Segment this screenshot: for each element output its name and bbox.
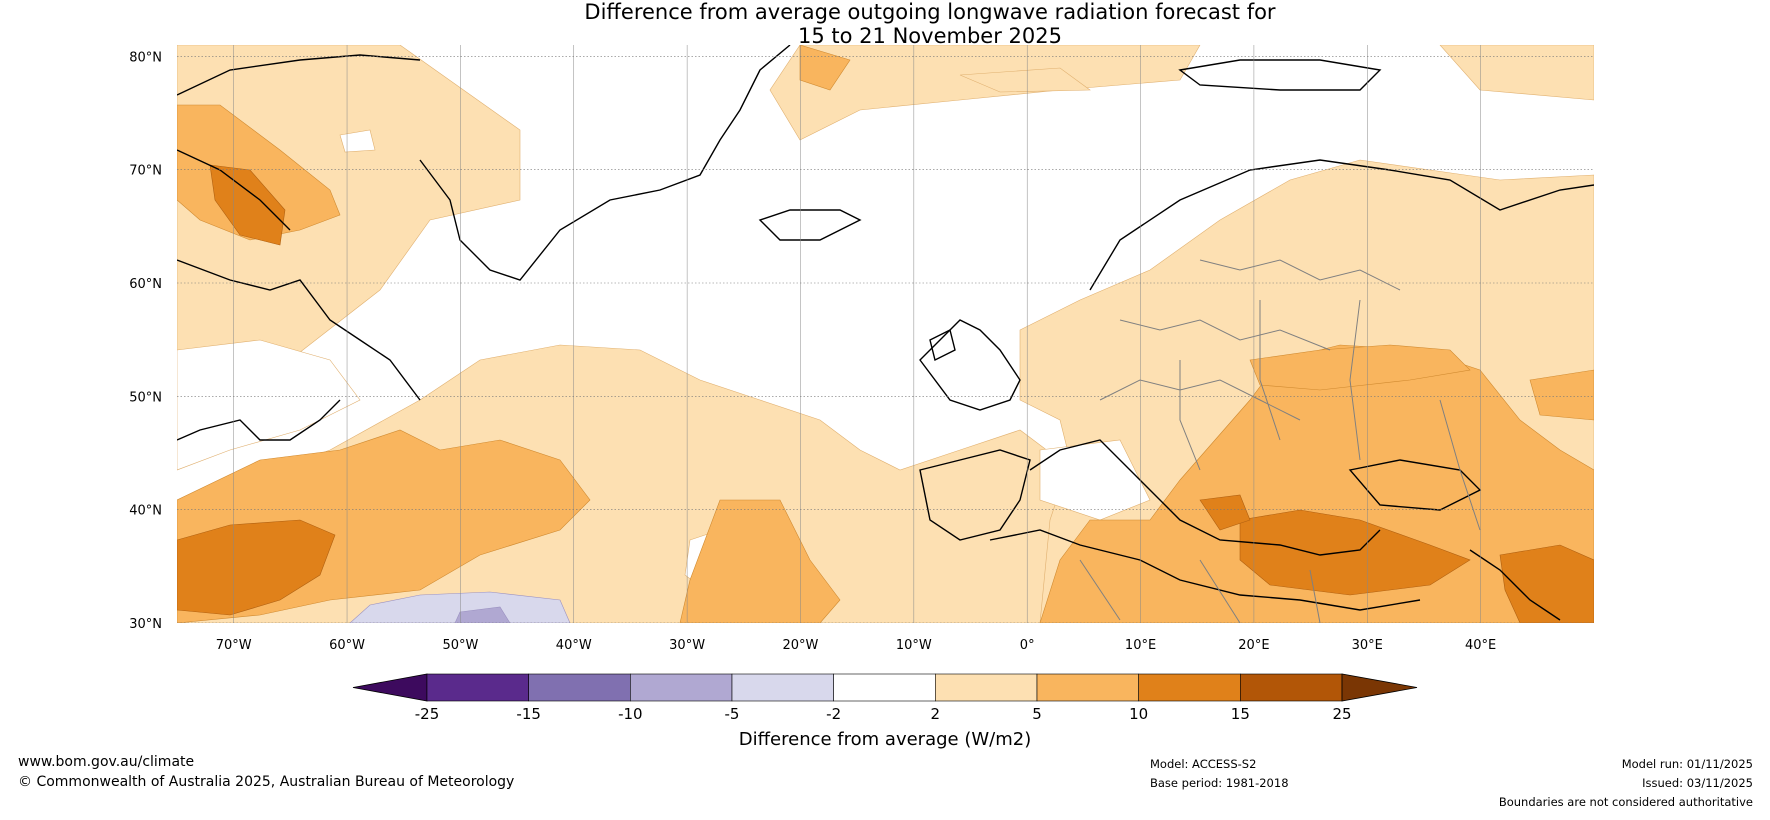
latitude-label: 50°N [129,390,162,405]
title-line-2: 15 to 21 November 2025 [798,24,1062,48]
anomaly-10-15-shading [177,164,1594,623]
colorbar-tick-label: 2 [931,705,941,723]
map-title: Difference from average outgoing longwav… [0,0,1770,48]
colorbar-segment [1138,673,1241,702]
title-line-1: Difference from average outgoing longwav… [584,0,1276,24]
footer-model: Model: ACCESS-S2 [1150,757,1257,771]
colorbar-extend-high [1341,673,1418,702]
colorbar-label: Difference from average (W/m2) [739,729,1031,750]
colorbar-tick-label: -2 [826,705,841,723]
longitude-label: 50°W [442,638,478,653]
colorbar-tick-label: 25 [1332,705,1351,723]
longitude-label: 10°E [1125,638,1156,653]
graticule [177,45,1594,623]
colorbar-extend-low [352,673,428,702]
latitude-label: 40°N [129,504,162,519]
longitude-label: 40°W [556,638,592,653]
longitude-label: 60°W [329,638,365,653]
map-area [177,45,1594,623]
colorbar-segment [1036,673,1139,702]
colorbar: -25 -15 -10 -5 -2 2 5 10 15 25 [352,673,1418,723]
footer-copyright: © Commonwealth of Australia 2025, Austra… [18,774,515,790]
footer-disclaimer: Boundaries are not considered authoritat… [1498,795,1753,809]
colorbar-tick-label: 10 [1129,705,1148,723]
colorbar-tick-label: -25 [415,705,440,723]
footer-issued: Issued: 03/11/2025 [1642,776,1753,790]
longitude-label: 10°W [896,638,932,653]
latitude-label: 30°N [129,617,162,632]
longitude-label: 70°W [216,638,252,653]
colorbar-tick-label: -15 [516,705,541,723]
negative-anomaly-shading [349,591,571,623]
latitude-label: 80°N [129,50,162,65]
latitude-label: 60°N [129,277,162,292]
colorbar-segment [426,673,529,702]
footer-model-run: Model run: 01/11/2025 [1621,757,1753,771]
colorbar-tick-label: 15 [1231,705,1250,723]
colorbar-tick-label: 5 [1032,705,1042,723]
latitude-label: 70°N [129,164,162,179]
latitude-labels: 80°N 70°N 60°N 50°N 40°N 30°N [129,50,162,632]
colorbar-segment [731,673,834,702]
longitude-label: 20°E [1238,638,1269,653]
longitude-label: 0° [1020,638,1035,653]
footer-website: www.bom.gov.au/climate [18,754,195,770]
longitude-label: 30°W [669,638,705,653]
country-borders [1079,259,1481,623]
longitude-labels: 70°W 60°W 50°W 40°W 30°W 20°W 10°W 0° 10°E 20°E 30… [216,638,1497,653]
footer-base-period: Base period: 1981-2018 [1150,776,1289,790]
longitude-label: 40°E [1465,638,1496,653]
colorbar-segment [833,673,936,702]
colorbar-tick-label: -5 [725,705,740,723]
colorbar-segment [528,673,631,702]
longitude-label: 20°W [783,638,819,653]
coastlines [177,45,1594,621]
colorbar-segment [1240,673,1343,702]
colorbar-tick-label: -10 [618,705,643,723]
longitude-label: 30°E [1352,638,1383,653]
colorbar-segment [630,673,733,702]
colorbar-segment [935,673,1038,702]
